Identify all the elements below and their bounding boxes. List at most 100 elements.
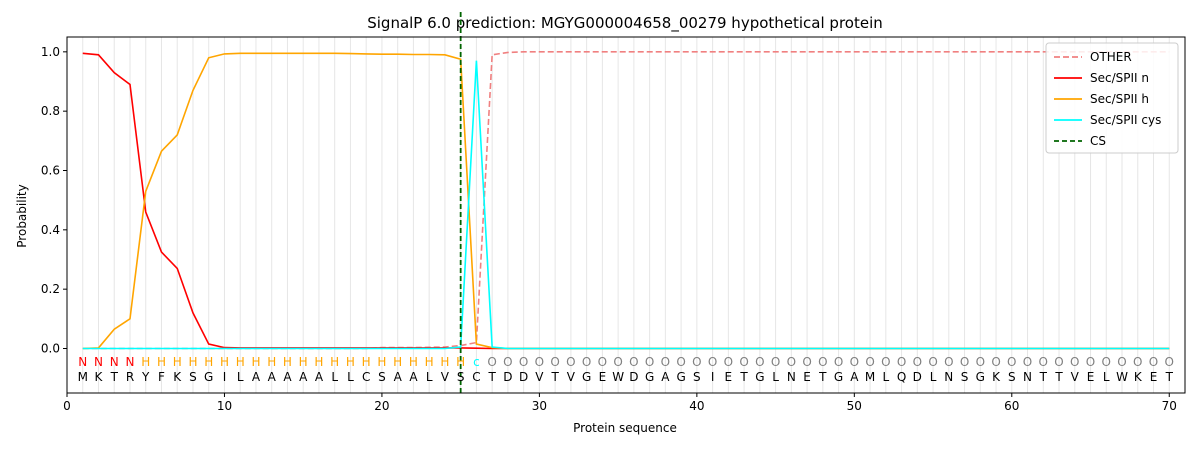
sequence-letter: T: [739, 370, 748, 384]
region-label: O: [818, 355, 827, 369]
region-label: O: [913, 355, 922, 369]
region-label: H: [393, 355, 402, 369]
sequence-letter: G: [676, 370, 685, 384]
region-label: O: [1117, 355, 1126, 369]
sequence-letter: G: [976, 370, 985, 384]
region-label: O: [897, 355, 906, 369]
sequence-letter: V: [567, 370, 576, 384]
sequence-letter: E: [1087, 370, 1095, 384]
region-label: O: [1149, 355, 1158, 369]
sequence-letter: Y: [141, 370, 150, 384]
x-tick-label: 20: [374, 399, 389, 413]
region-label: H: [299, 355, 308, 369]
sequence-letter: Q: [897, 370, 906, 384]
sequence-letter: K: [95, 370, 104, 384]
x-tick-label: 70: [1162, 399, 1177, 413]
region-label: O: [645, 355, 654, 369]
sequence-letter: M: [78, 370, 88, 384]
region-label: H: [314, 355, 323, 369]
sequence-letter: D: [629, 370, 638, 384]
sequence-letter: T: [1039, 370, 1048, 384]
sequence-letter: A: [661, 370, 670, 384]
region-label: O: [519, 355, 528, 369]
region-label: O: [598, 355, 607, 369]
region-label: c: [473, 355, 480, 369]
y-tick-label: 0.0: [41, 342, 60, 356]
region-label: O: [802, 355, 811, 369]
sequence-letter: K: [173, 370, 182, 384]
region-label: O: [708, 355, 717, 369]
sequence-letter: T: [1165, 370, 1174, 384]
region-label: N: [78, 355, 87, 369]
sequence-letter: E: [599, 370, 607, 384]
sequence-letter: G: [582, 370, 591, 384]
region-label: O: [865, 355, 874, 369]
region-label: O: [582, 355, 591, 369]
region-label: O: [487, 355, 496, 369]
region-label: O: [629, 355, 638, 369]
sequence-letter: A: [409, 370, 418, 384]
sequence-letter: I: [711, 370, 715, 384]
region-label: O: [928, 355, 937, 369]
x-tick-label: 30: [532, 399, 547, 413]
region-label: O: [566, 355, 575, 369]
region-label: O: [850, 355, 859, 369]
region-label: H: [346, 355, 355, 369]
sequence-letter: T: [110, 370, 119, 384]
region-label: H: [456, 355, 465, 369]
sequence-letter: S: [457, 370, 465, 384]
region-label: O: [771, 355, 780, 369]
sequence-letter: L: [772, 370, 779, 384]
sequence-letter: N: [1023, 370, 1032, 384]
sequence-letter: A: [850, 370, 859, 384]
sequence-letter: L: [331, 370, 338, 384]
region-label: H: [141, 355, 150, 369]
region-label: O: [1102, 355, 1111, 369]
sequence-letter: K: [992, 370, 1001, 384]
legend-entry: Sec/SPII h: [1090, 92, 1149, 106]
region-label: H: [330, 355, 339, 369]
sequence-letter: R: [126, 370, 134, 384]
sequence-letter: M: [865, 370, 875, 384]
sequence-letter: T: [818, 370, 827, 384]
region-label: H: [188, 355, 197, 369]
sequence-letter: N: [944, 370, 953, 384]
sequence-letter: D: [519, 370, 528, 384]
sequence-letter: S: [378, 370, 386, 384]
sequence-letter: N: [787, 370, 796, 384]
region-label: H: [362, 355, 371, 369]
sequence-letter: G: [755, 370, 764, 384]
sequence-letter: G: [204, 370, 213, 384]
sequence-letter: A: [268, 370, 277, 384]
sequence-letter: W: [1116, 370, 1128, 384]
sequence-letter: L: [237, 370, 244, 384]
region-label: O: [661, 355, 670, 369]
region-label: O: [1086, 355, 1095, 369]
region-label: H: [251, 355, 260, 369]
y-tick-label: 0.4: [41, 223, 60, 237]
region-label: O: [755, 355, 764, 369]
x-tick-label: 60: [1004, 399, 1019, 413]
sequence-letter: S: [1008, 370, 1016, 384]
sequence-letter: S: [693, 370, 701, 384]
region-label: N: [125, 355, 134, 369]
sequence-letter: T: [487, 370, 496, 384]
y-axis-label: Probability: [15, 184, 29, 247]
y-tick-label: 1.0: [41, 45, 60, 59]
legend: OTHER Sec/SPII n Sec/SPII h Sec/SPII cys CS: [1045, 42, 1179, 154]
sequence-letter: A: [252, 370, 261, 384]
region-label: O: [1054, 355, 1063, 369]
region-label: H: [204, 355, 213, 369]
region-label: H: [440, 355, 449, 369]
sequence-letter: V: [535, 370, 544, 384]
sequence-letter: L: [882, 370, 889, 384]
sequence-letter: K: [1134, 370, 1143, 384]
x-tick-label: 50: [847, 399, 862, 413]
region-label: O: [1165, 355, 1174, 369]
x-tick-label: 40: [689, 399, 704, 413]
region-label: O: [613, 355, 622, 369]
sequence-letter: D: [913, 370, 922, 384]
sequence-letter: T: [550, 370, 559, 384]
